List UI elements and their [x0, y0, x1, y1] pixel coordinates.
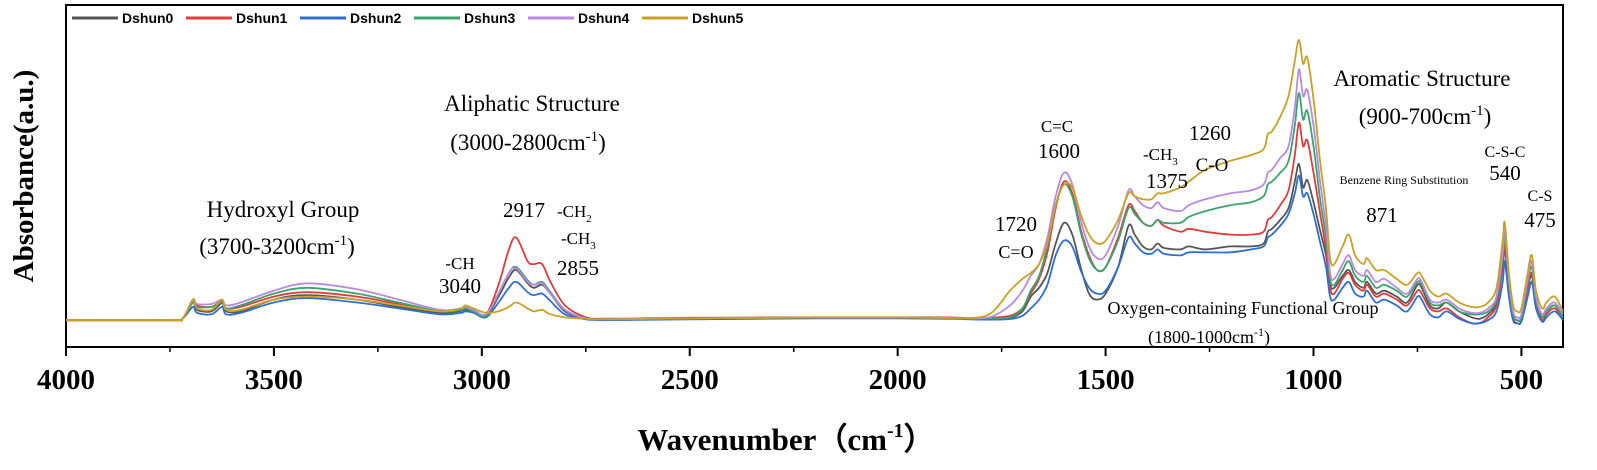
- hydroxyl-range: (3700-3200cm-1): [199, 233, 355, 259]
- series-layer: [65, 38, 1564, 326]
- plot-frame: [65, 4, 1564, 348]
- benzene-label: Benzene Ring Substitution: [1340, 173, 1469, 187]
- peak-2917: 2917: [503, 198, 545, 222]
- peak-3040: 3040: [439, 274, 481, 298]
- oxygen-range: (1800-1000cm-1): [1148, 325, 1270, 348]
- x-tick-label-2500: 2500: [661, 364, 719, 396]
- ch2-label: -CH2: [557, 202, 592, 225]
- legend-label-dshun5: Dshun5: [692, 10, 744, 26]
- x-tick-label-3500: 3500: [245, 364, 303, 396]
- peak-1600: 1600: [1038, 139, 1080, 163]
- aliphatic-title: Aliphatic Structure: [444, 91, 620, 116]
- co-single-label: C-O: [1196, 155, 1229, 176]
- peak-871: 871: [1366, 203, 1398, 227]
- ch-label: -CH: [445, 254, 474, 273]
- x-tick-label-1000: 1000: [1285, 364, 1343, 396]
- peak-1260: 1260: [1189, 121, 1231, 145]
- series-line-dshun5: [65, 38, 1564, 322]
- x-tick-label-1500: 1500: [1077, 364, 1135, 396]
- aromatic-title: Aromatic Structure: [1334, 66, 1511, 91]
- series-line-dshun3: [65, 92, 1564, 323]
- x-tick-label-3000: 3000: [453, 364, 511, 396]
- x-axis: 4000 3500 3000 2500 2000 1500 1000 500: [37, 347, 1543, 396]
- y-axis-label: Absorbance(a.u.): [8, 70, 40, 283]
- x-axis-label: Wavenumber（cm-1）: [637, 420, 934, 457]
- hydroxyl-title: Hydroxyl Group: [207, 197, 360, 222]
- peak-540: 540: [1489, 161, 1521, 185]
- aromatic-range: (900-700cm-1): [1359, 103, 1492, 129]
- aliphatic-range: (3000-2800cm-1): [450, 129, 606, 155]
- cc-double-label: C=C: [1041, 117, 1073, 136]
- peak-2855: 2855: [557, 256, 599, 280]
- legend-label-dshun2: Dshun2: [350, 10, 402, 26]
- legend-label-dshun0: Dshun0: [122, 10, 174, 26]
- peak-1720: 1720: [995, 212, 1037, 236]
- peak-1375: 1375: [1146, 169, 1188, 193]
- ch3b-label: -CH3: [1143, 145, 1178, 168]
- annotations: Hydroxyl Group (3700-3200cm-1) Aliphatic…: [199, 66, 1556, 348]
- oxygen-title: Oxygen-containing Functional Group: [1108, 298, 1379, 318]
- legend-label-dshun3: Dshun3: [464, 10, 516, 26]
- series-line-dshun2: [65, 174, 1564, 326]
- co-double-label: C=O: [998, 242, 1033, 262]
- series-line-dshun4: [65, 68, 1564, 322]
- legend-label-dshun1: Dshun1: [236, 10, 288, 26]
- peak-475: 475: [1524, 208, 1556, 232]
- legend-label-dshun4: Dshun4: [578, 10, 630, 26]
- csc-label: C-S-C: [1485, 144, 1526, 161]
- x-tick-label-4000: 4000: [37, 364, 95, 396]
- x-tick-label-2000: 2000: [869, 364, 927, 396]
- x-tick-label-500: 500: [1500, 364, 1544, 396]
- ch3-label: -CH3: [561, 229, 596, 252]
- legend: Dshun0 Dshun1 Dshun2 Dshun3 Dshun4 Dshun5: [72, 10, 744, 26]
- cs-label: C-S: [1528, 188, 1553, 205]
